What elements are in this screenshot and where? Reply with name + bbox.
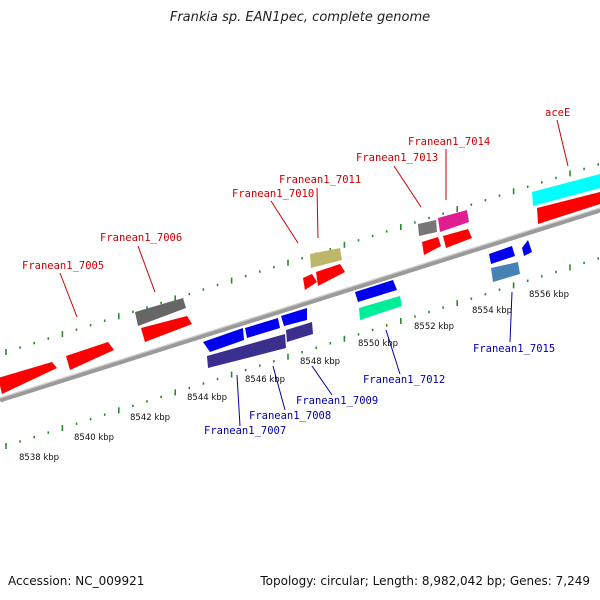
topology-summary: Topology: circular; Length: 8,982,042 bp…: [260, 574, 590, 588]
scale-label: 8540 kbp: [74, 433, 114, 443]
gene-label-7007[interactable]: Franean1_7007: [204, 425, 286, 437]
genome-backbone: [0, 207, 600, 403]
gene-label-7012[interactable]: Franean1_7012: [363, 374, 445, 386]
gene-block[interactable]: [0, 362, 57, 394]
gene-block[interactable]: [66, 342, 114, 370]
gene-block-7011-upper[interactable]: [310, 248, 342, 268]
gene-label-7010[interactable]: Franean1_7010: [232, 188, 314, 200]
scale-label: 8538 kbp: [19, 453, 59, 463]
gene-label-7009[interactable]: Franean1_7009: [296, 395, 378, 407]
gene-block-acee-lower[interactable]: [537, 192, 600, 224]
reverse-tick-track: [5, 257, 600, 449]
map-title: Frankia sp. EAN1pec, complete genome: [169, 10, 431, 25]
forward-genes: [0, 174, 600, 394]
gene-label-7008[interactable]: Franean1_7008: [249, 410, 331, 422]
gene-block-7015-upper[interactable]: [489, 246, 515, 264]
gene-label-7013[interactable]: Franean1_7013: [356, 152, 438, 164]
reverse-genes: [203, 240, 532, 368]
gene-block[interactable]: [303, 274, 317, 290]
scale-label: 8544 kbp: [187, 393, 227, 403]
gene-block-7012-lower[interactable]: [359, 296, 402, 320]
gene-block-7013-upper[interactable]: [418, 220, 437, 236]
gene-block-7014-lower[interactable]: [443, 229, 472, 248]
scale-label: 8546 kbp: [245, 375, 285, 385]
reverse-leader-lines: [236, 291, 513, 427]
gene-label-acee[interactable]: aceE: [545, 107, 570, 119]
gene-block-7006-lower[interactable]: [141, 316, 192, 342]
gene-block-7015-lower[interactable]: [491, 262, 520, 282]
gene-block-7009-lower[interactable]: [286, 322, 313, 342]
gene-block-7007-upper[interactable]: [203, 328, 244, 352]
gene-label-7015[interactable]: Franean1_7015: [473, 343, 555, 355]
gene-label-7011[interactable]: Franean1_7011: [279, 174, 361, 186]
forward-leader-lines: [59, 119, 569, 318]
accession-label: Accession: NC_009921: [8, 574, 145, 588]
gene-block-7006-upper[interactable]: [135, 298, 186, 326]
gene-block-7012-upper[interactable]: [355, 280, 397, 302]
gene-block-7011-lower[interactable]: [316, 264, 345, 286]
gene-block-acee-upper[interactable]: [532, 174, 600, 206]
gene-label-7005[interactable]: Franean1_7005: [22, 260, 104, 272]
gene-label-7006[interactable]: Franean1_7006: [100, 232, 182, 244]
gene-block-7008-upper[interactable]: [245, 318, 280, 338]
gene-label-7014[interactable]: Franean1_7014: [408, 136, 490, 148]
scale-label: 8542 kbp: [130, 413, 170, 423]
gene-block[interactable]: [522, 240, 532, 256]
scale-label: 8552 kbp: [414, 322, 454, 332]
scale-label: 8554 kbp: [472, 306, 512, 316]
scale-label: 8550 kbp: [358, 339, 398, 349]
scale-label: 8556 kbp: [529, 290, 569, 300]
gene-block-7014-upper[interactable]: [438, 210, 469, 232]
gene-block-7007-lower[interactable]: [207, 334, 286, 368]
scale-label: 8548 kbp: [300, 357, 340, 367]
gene-block-7009-upper[interactable]: [281, 308, 307, 326]
genome-backbone-highlight: [0, 207, 600, 399]
gene-block-7013-lower[interactable]: [422, 237, 441, 255]
